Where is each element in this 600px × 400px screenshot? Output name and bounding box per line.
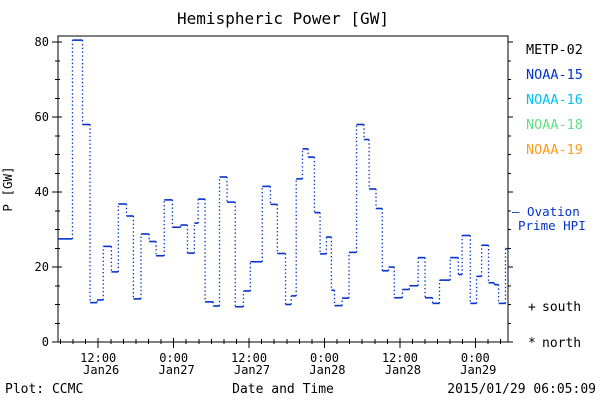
x-tick-time-label: 0:00 [461,351,490,365]
legend-satellite-noaa-16: NOAA-16 [526,92,583,108]
x-tick-date-label: Jan28 [309,363,345,377]
x-tick-time-label: 0:00 [310,351,339,365]
legend-series-line1: — Ovation [512,204,580,219]
plus-marker-icon: + [528,300,536,315]
x-tick-time-label: 12:00 [80,351,116,365]
x-tick-time-label: 0:00 [159,351,188,365]
y-tick-label: 0 [42,335,49,349]
x-tick-date-label: Jan28 [385,363,421,377]
axis-tick-labels: 02040608012:00Jan260:00Jan2712:00Jan270:… [35,35,497,377]
y-tick-label: 20 [35,260,49,274]
chart-title: Hemispheric Power [GW] [177,9,389,28]
plot-frame [57,35,509,343]
footer-plot-credit: Plot: CCMC [5,382,84,397]
data-series-ovation-hpi-steps [58,39,508,308]
y-tick-label: 40 [35,185,49,199]
legend-satellite-metp-02: METP-02 [526,42,583,58]
data-series-ovation-hpi-risers [71,40,507,307]
y-tick-label: 80 [35,35,49,49]
legend-satellite-noaa-15: NOAA-15 [526,67,583,83]
south-label: south [542,300,582,315]
legend-satellite-noaa-19: NOAA-19 [526,142,583,158]
legend-south-marker: + south [528,300,581,315]
x-tick-date-label: Jan29 [460,363,496,377]
legend-north-marker: * north [528,336,581,351]
north-label: north [542,336,582,351]
legend-series-line2: Prime HPI [518,218,586,233]
x-axis-label: Date and Time [232,382,334,397]
x-tick-date-label: Jan27 [159,363,195,377]
y-tick-label: 60 [35,110,49,124]
legend-series-ovation: — Ovation Prime HPI [512,205,586,233]
axis-ticks [52,41,513,348]
x-tick-time-label: 12:00 [231,351,267,365]
x-tick-date-label: Jan27 [234,363,270,377]
x-tick-date-label: Jan26 [83,363,119,377]
legend-satellite-noaa-18: NOAA-18 [526,117,583,133]
footer-timestamp: 2015/01/29 06:05:09 [447,382,596,397]
y-axis-label: P [GW] [0,166,15,212]
asterisk-marker-icon: * [528,336,536,351]
x-tick-time-label: 12:00 [382,351,418,365]
